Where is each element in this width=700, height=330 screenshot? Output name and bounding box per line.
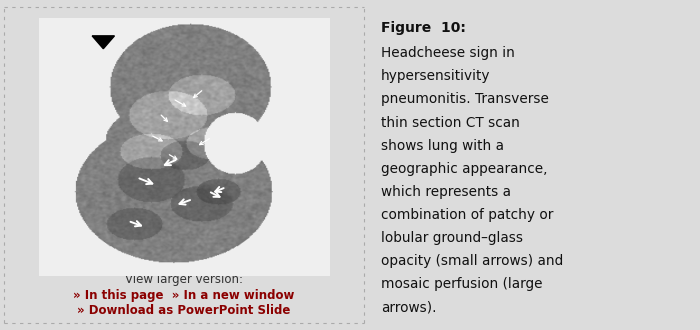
Text: Figure  10:: Figure 10: <box>381 21 466 35</box>
Text: arrows).: arrows). <box>381 301 436 314</box>
Text: opacity (small arrows) and: opacity (small arrows) and <box>381 254 563 268</box>
Text: » In this page  » In a new window: » In this page » In a new window <box>73 289 295 302</box>
Text: which represents a: which represents a <box>381 185 511 199</box>
Polygon shape <box>92 36 115 49</box>
Text: thin section CT scan: thin section CT scan <box>381 115 519 130</box>
Text: » Download as PowerPoint Slide: » Download as PowerPoint Slide <box>77 304 290 317</box>
Text: pneumonitis. Transverse: pneumonitis. Transverse <box>381 92 549 107</box>
Text: combination of patchy or: combination of patchy or <box>381 208 553 222</box>
Text: mosaic perfusion (large: mosaic perfusion (large <box>381 278 542 291</box>
Text: lobular ground–glass: lobular ground–glass <box>381 231 523 245</box>
Text: geographic appearance,: geographic appearance, <box>381 162 547 176</box>
Text: shows lung with a: shows lung with a <box>381 139 504 153</box>
Text: Headcheese sign in: Headcheese sign in <box>381 46 514 60</box>
Text: View larger version:: View larger version: <box>125 273 243 285</box>
Text: hypersensitivity: hypersensitivity <box>381 69 490 83</box>
